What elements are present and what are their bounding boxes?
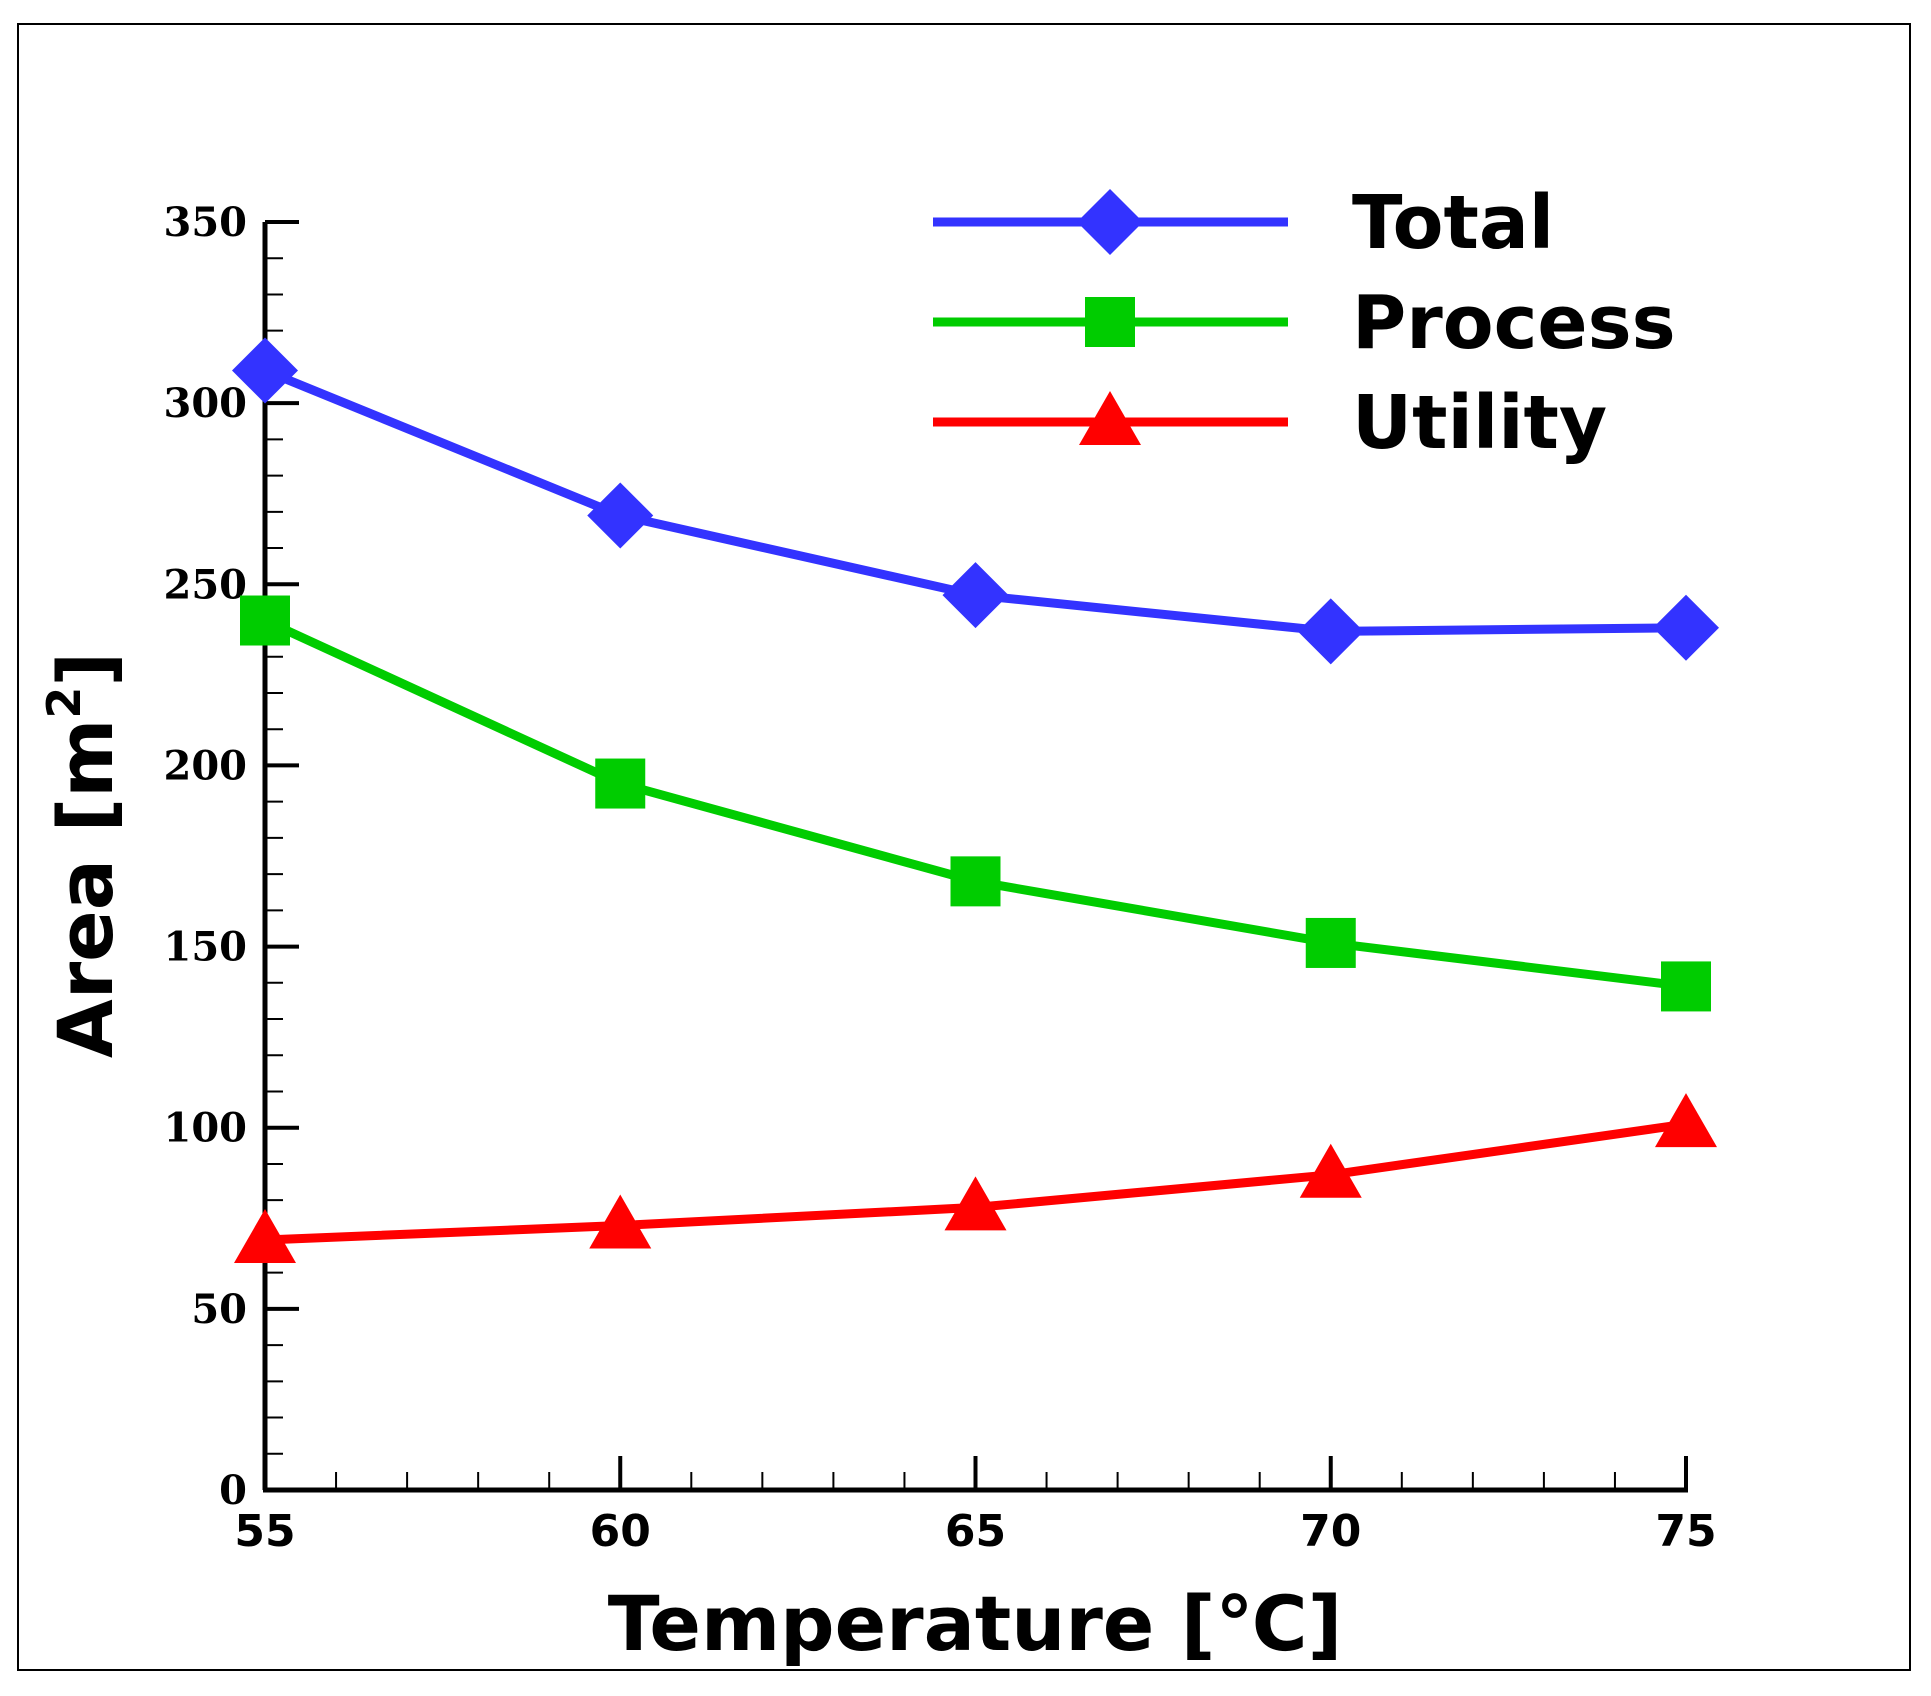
- legend: Total Process Utility: [933, 180, 1676, 466]
- minor-ticks: [265, 257, 1616, 1490]
- data-point-process: [1305, 917, 1356, 968]
- data-point-process: [595, 758, 646, 809]
- x-axis-title: Temperature [℃]: [608, 1579, 1343, 1668]
- x-tick-label: 55: [234, 1506, 295, 1557]
- legend-label-process: Process: [1352, 280, 1676, 366]
- data-point-utility: [234, 1209, 296, 1264]
- axes: [262, 222, 1688, 1493]
- legend-label-utility: Utility: [1352, 380, 1607, 466]
- y-tick-label: 350: [164, 199, 248, 246]
- y-tick-label: 100: [164, 1105, 248, 1152]
- data-point-total: [1297, 598, 1364, 665]
- legend-marker-total: [1077, 189, 1143, 255]
- figure-frame: [17, 23, 1911, 1671]
- data-point-utility: [944, 1176, 1007, 1231]
- x-tick-label: 70: [1300, 1506, 1361, 1557]
- y-axis-title-group: Area [m2]: [37, 652, 130, 1058]
- x-tick-labels: 55 60 65 70 75: [234, 1506, 1716, 1557]
- x-tick-label: 65: [945, 1506, 1006, 1557]
- y-tick-label: 50: [191, 1286, 247, 1333]
- legend-label-total: Total: [1352, 180, 1554, 266]
- y-axis-title-superscript: 2: [37, 687, 91, 719]
- data-point-total: [587, 482, 654, 549]
- y-tick-label: 200: [164, 742, 248, 789]
- y-tick-label: 250: [164, 561, 248, 608]
- data-point-total: [942, 562, 1009, 629]
- y-tick-label: 300: [164, 380, 248, 427]
- data-point-process: [240, 595, 290, 646]
- y-axis-title-suffix: ]: [41, 652, 130, 687]
- data-point-utility: [589, 1194, 652, 1249]
- data-point-utility: [1655, 1093, 1717, 1148]
- data-point-total: [1653, 594, 1719, 661]
- series-markers: [232, 337, 1719, 1264]
- data-point-utility: [1299, 1143, 1362, 1198]
- x-tick-label: 60: [590, 1506, 651, 1557]
- legend-marker-utility: [1079, 391, 1141, 445]
- y-tick-label: 0: [219, 1467, 247, 1514]
- y-tick-label: 150: [164, 924, 248, 971]
- data-point-process: [950, 856, 1001, 907]
- y-axis-title: Area [m2]: [37, 652, 130, 1058]
- legend-marker-process: [1085, 297, 1135, 347]
- data-point-process: [1661, 961, 1711, 1012]
- data-point-total: [232, 337, 298, 404]
- x-tick-label: 75: [1655, 1506, 1716, 1557]
- series-lines: [263, 366, 1687, 1245]
- series-line-process: [263, 616, 1687, 991]
- y-axis-title-main: Area [m: [41, 719, 130, 1059]
- y-tick-labels: 0 50 100 150 200 250 300 350: [164, 199, 248, 1514]
